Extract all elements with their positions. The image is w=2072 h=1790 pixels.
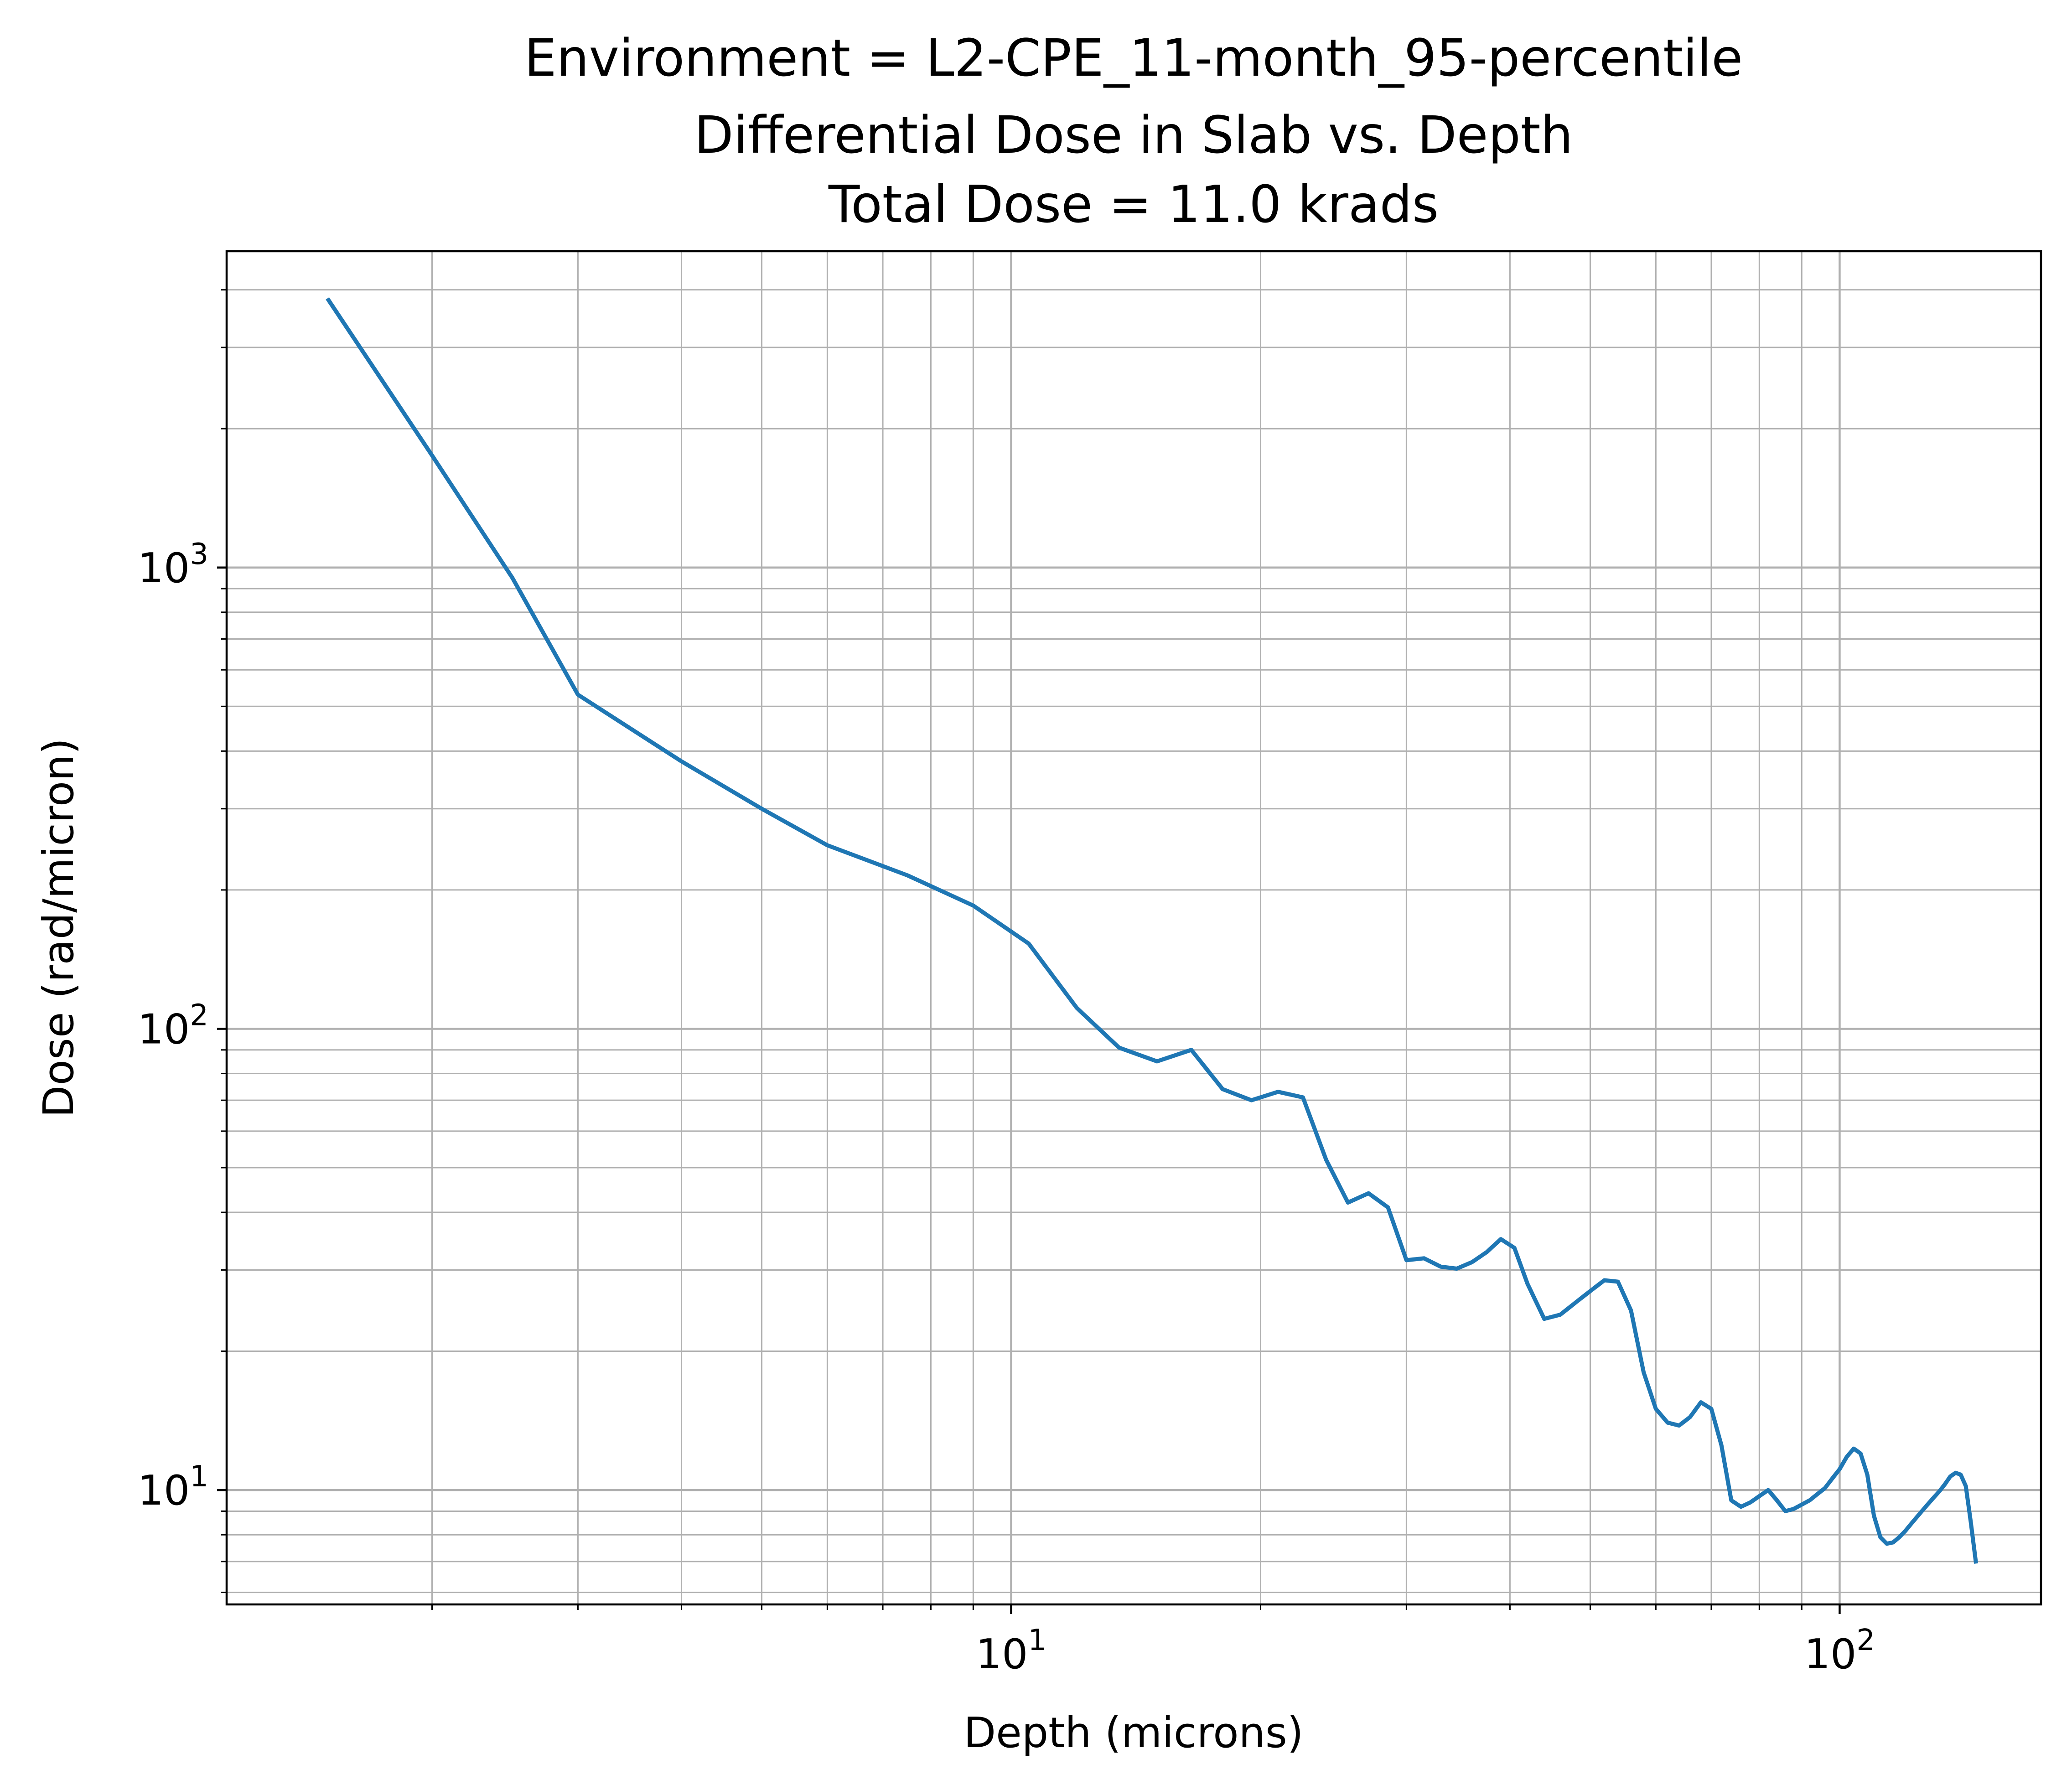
x-tick-label-exponent: 2 [1856, 1624, 1875, 1657]
x-tick-label: 102 [1804, 1624, 1875, 1678]
x-tick-label: 101 [976, 1624, 1046, 1678]
chart-title-line-1: Environment = L2-CPE_11-month_95-percent… [524, 29, 1743, 88]
x-tick-label-base: 10 [976, 1630, 1028, 1678]
y-tick-label: 103 [138, 538, 208, 592]
series-layer [326, 297, 1979, 1564]
chart-title-line-2: Differential Dose in Slab vs. Depth [694, 106, 1573, 165]
y-tick-label-base: 10 [138, 544, 190, 592]
major-gridlines [227, 251, 2041, 1604]
y-tick-label: 102 [138, 998, 208, 1053]
x-axis-label: Depth (microns) [963, 1708, 1303, 1757]
series-line-1 [326, 297, 1979, 1564]
y-tick-label-exponent: 1 [190, 1460, 208, 1494]
x-tick-label-exponent: 1 [1028, 1624, 1046, 1657]
y-tick-label-base: 10 [138, 1467, 190, 1515]
plot-frame [225, 250, 2042, 1606]
chart-title-line-3: Total Dose = 11.0 krads [828, 175, 1439, 234]
y-axis-label: Dose (rad/micron) [34, 738, 83, 1117]
y-tick-label: 101 [138, 1460, 208, 1515]
x-tick-label-base: 10 [1804, 1630, 1857, 1678]
y-tick-label-exponent: 2 [190, 998, 208, 1032]
y-tick-label-exponent: 3 [190, 538, 208, 571]
y-tick-label-base: 10 [138, 1005, 190, 1053]
minor-gridlines [227, 251, 2041, 1604]
axis-ticks [217, 289, 1841, 1614]
